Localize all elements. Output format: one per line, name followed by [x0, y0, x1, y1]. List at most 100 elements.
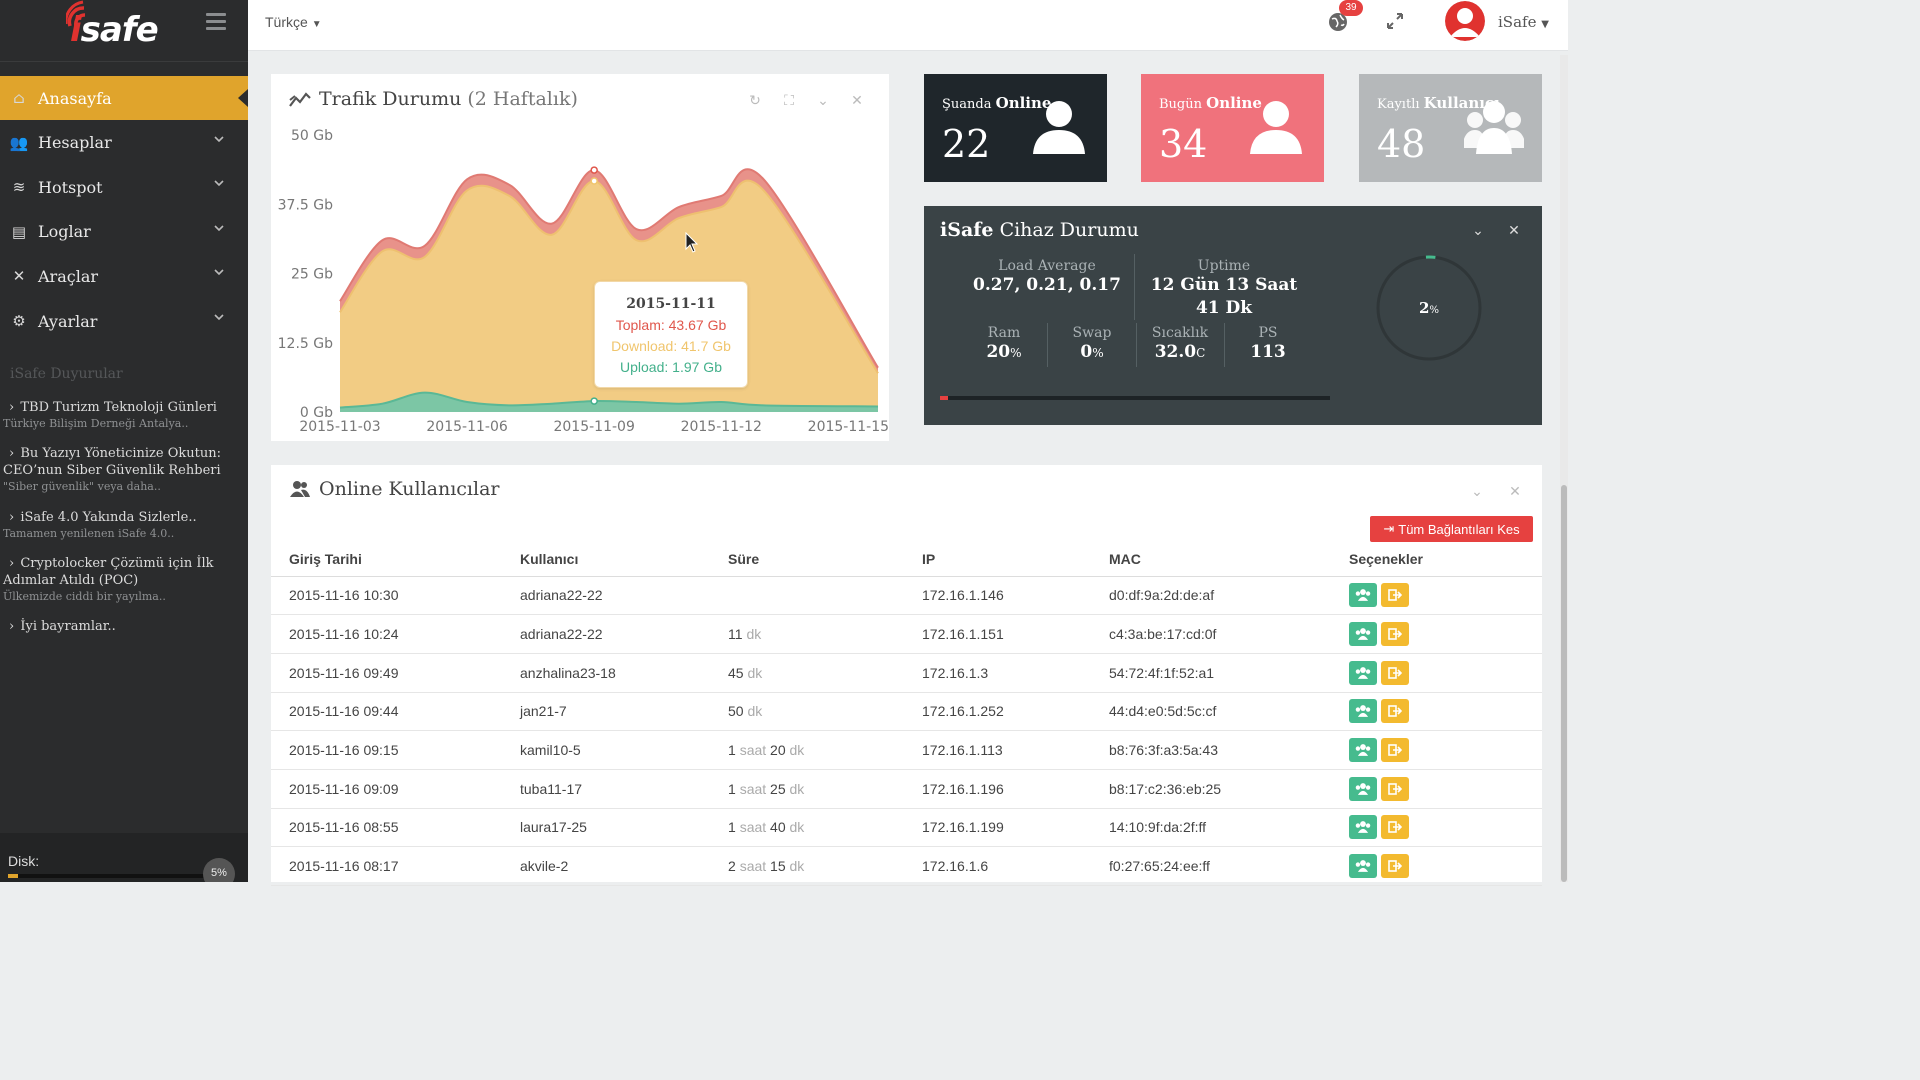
- row-options: [1331, 692, 1542, 732]
- sidebar-item-araclar[interactable]: ✕ Araçlar: [0, 254, 248, 298]
- users-icon: [1355, 589, 1371, 602]
- disconnect-button[interactable]: [1381, 660, 1409, 685]
- expand-icon[interactable]: ⛶: [784, 92, 794, 108]
- page-scrollbar[interactable]: [1560, 55, 1568, 882]
- sidebar-item-hotspot[interactable]: ≋ Hotspot: [0, 165, 248, 209]
- table-row[interactable]: 2015-11-16 08:17 akvile-2 2 saat 15 dk 172.…: [271, 846, 1542, 886]
- user-menu[interactable]: iSafe ▼: [1498, 13, 1549, 31]
- data-point[interactable]: [590, 177, 598, 185]
- disconnect-button[interactable]: [1381, 854, 1409, 879]
- username: akvile-2: [502, 846, 710, 886]
- collapse-icon[interactable]: ⌄: [1471, 483, 1483, 499]
- traffic-tools: ↻ ⛶ ⌄ ✕: [745, 92, 867, 108]
- sidebar-item-label: Hotspot: [38, 177, 103, 197]
- close-icon[interactable]: ✕: [851, 92, 863, 108]
- sidebar-item-loglar[interactable]: ▤ Loglar: [0, 210, 248, 254]
- announcement-title: › Cryptolocker Çözümü için İlk Adımlar A…: [3, 555, 243, 589]
- table-row[interactable]: 2015-11-16 09:49 anzhalina23-18 45 dk 172.1…: [271, 653, 1542, 693]
- traffic-chart: 0 Gb 12.5 Gb 25 Gb 37.5 Gb 50 Gb 2015-11-03 20…: [278, 128, 889, 435]
- stat-value: 34: [1159, 122, 1208, 166]
- collapse-icon[interactable]: ⌄: [817, 92, 829, 108]
- table-row[interactable]: 2015-11-16 09:09 tuba11-17 1 saat 25 dk 172…: [271, 769, 1542, 809]
- sign-out-icon: [1388, 666, 1403, 679]
- column-header[interactable]: Seçenekler: [1331, 543, 1542, 577]
- announcement-subtitle: Ülkemizde ciddi bir yayılma..: [3, 590, 166, 603]
- column-header[interactable]: Giriş Tarihi: [271, 543, 502, 577]
- series-line-upload: [339, 391, 879, 409]
- y-tick-label: 25 Gb: [291, 267, 333, 283]
- x-tick-label: 2015-11-12: [681, 419, 762, 435]
- language-select[interactable]: Türkçe ▼: [265, 14, 322, 30]
- disconnect-button[interactable]: [1381, 622, 1409, 647]
- table-row[interactable]: 2015-11-16 08:55 laura17-25 1 saat 40 dk 17…: [271, 808, 1542, 848]
- table-row[interactable]: 2015-11-16 10:24 adriana22-22 11 dk 172.16.…: [271, 614, 1542, 654]
- column-header[interactable]: Kullanıcı: [502, 543, 710, 577]
- sidebar-item-label: Ayarlar: [38, 311, 98, 331]
- row-options: [1331, 808, 1542, 848]
- disconnect-button[interactable]: [1381, 815, 1409, 840]
- sidebar-item-ayarlar[interactable]: ⚙ Ayarlar: [0, 299, 248, 343]
- user-details-button[interactable]: [1349, 660, 1377, 685]
- users-icon: [1355, 860, 1371, 872]
- announcement-item[interactable]: › Cryptolocker Çözümü için İlk Adımlar A…: [3, 555, 243, 604]
- series-line-toplam: [339, 168, 879, 369]
- announcement-item[interactable]: › Bu Yazıyı Yöneticinize Okutun: CEO’nun…: [3, 445, 243, 494]
- table-row[interactable]: 2015-11-16 09:15 kamil10-5 1 saat 20 dk 172…: [271, 730, 1542, 770]
- close-icon[interactable]: ✕: [1509, 483, 1521, 499]
- collapse-icon[interactable]: ⌄: [1472, 222, 1484, 238]
- disconnect-button[interactable]: [1381, 699, 1409, 724]
- announcement-subtitle: "Siber güvenlik" veya daha..: [3, 480, 161, 493]
- mac-address: 14:10:9f:da:2f:ff: [1091, 808, 1331, 848]
- duration: [710, 576, 904, 616]
- announcement-title: › Bu Yazıyı Yöneticinize Okutun: CEO’nun…: [3, 445, 243, 479]
- announcement-item[interactable]: › İyi bayramlar..: [3, 618, 243, 635]
- user-details-button[interactable]: [1349, 622, 1377, 647]
- announcement-item[interactable]: › TBD Turizm Teknoloji Günleri Türkiye Bi…: [3, 399, 243, 431]
- temperature: Sıcaklık 32.0C: [1151, 325, 1209, 362]
- announcement-title-text: Bu Yazıyı Yöneticinize Okutun: CEO’nun S…: [3, 446, 221, 478]
- row-options: [1331, 653, 1542, 693]
- disconnect-button[interactable]: [1381, 583, 1409, 608]
- user-details-button[interactable]: [1349, 583, 1377, 608]
- menu-toggle-icon[interactable]: [206, 13, 226, 30]
- disk-usage: Disk: 5%: [0, 833, 248, 882]
- mac-address: b8:76:3f:a3:5a:43: [1091, 730, 1331, 770]
- column-header[interactable]: Süre: [710, 543, 904, 577]
- disconnect-button[interactable]: [1381, 738, 1409, 763]
- data-point[interactable]: [590, 166, 598, 174]
- globe-icon[interactable]: [1327, 11, 1349, 33]
- data-point[interactable]: [590, 397, 598, 405]
- user-details-button[interactable]: [1349, 854, 1377, 879]
- user-details-button[interactable]: [1349, 699, 1377, 724]
- sign-out-icon: [1388, 860, 1403, 872]
- sign-out-icon: [1388, 744, 1403, 756]
- sidebar-item-hesaplar[interactable]: 👥 Hesaplar: [0, 121, 248, 165]
- refresh-icon[interactable]: ↻: [749, 92, 761, 108]
- user-details-button[interactable]: [1349, 815, 1377, 840]
- table-row[interactable]: 2015-11-16 09:44 jan21-7 50 dk 172.16.1.252…: [271, 692, 1542, 732]
- duration: 2 saat 15 dk: [710, 846, 904, 886]
- fullscreen-icon[interactable]: [1386, 12, 1404, 30]
- y-tick-label: 0 Gb: [300, 405, 333, 421]
- ip-address: 172.16.1.151: [904, 614, 1091, 654]
- disconnect-all-button[interactable]: ⇥ Tüm Bağlantıları Kes: [1370, 516, 1533, 542]
- close-icon[interactable]: ✕: [1508, 222, 1520, 238]
- disk-bar: [8, 874, 208, 878]
- announcement-item[interactable]: › iSafe 4.0 Yakında Sizlerle.. Tamamen ye…: [3, 509, 243, 541]
- announcement-title-text: iSafe 4.0 Yakında Sizlerle..: [20, 510, 197, 525]
- avatar[interactable]: [1445, 1, 1485, 41]
- user-details-button[interactable]: [1349, 776, 1377, 801]
- duration: 1 saat 25 dk: [710, 769, 904, 809]
- table-row[interactable]: 2015-11-16 10:30 adriana22-22 172.16.1.146…: [271, 576, 1542, 616]
- column-header[interactable]: IP: [904, 543, 1091, 577]
- ram: Ram 20%: [986, 325, 1022, 362]
- sidebar-item-label: Loglar: [38, 222, 91, 242]
- sidebar-item-anasayfa[interactable]: ⌂ Anasayfa: [0, 76, 248, 120]
- column-header[interactable]: MAC: [1091, 543, 1331, 577]
- gears-icon: ⚙: [12, 312, 26, 330]
- brand-logo[interactable]: isafe: [70, 10, 159, 50]
- disconnect-button[interactable]: [1381, 776, 1409, 801]
- load-average: Load Average 0.27, 0.21, 0.17: [973, 258, 1121, 295]
- user-details-button[interactable]: [1349, 738, 1377, 763]
- stat-box: Şuanda Online 22: [924, 74, 1107, 182]
